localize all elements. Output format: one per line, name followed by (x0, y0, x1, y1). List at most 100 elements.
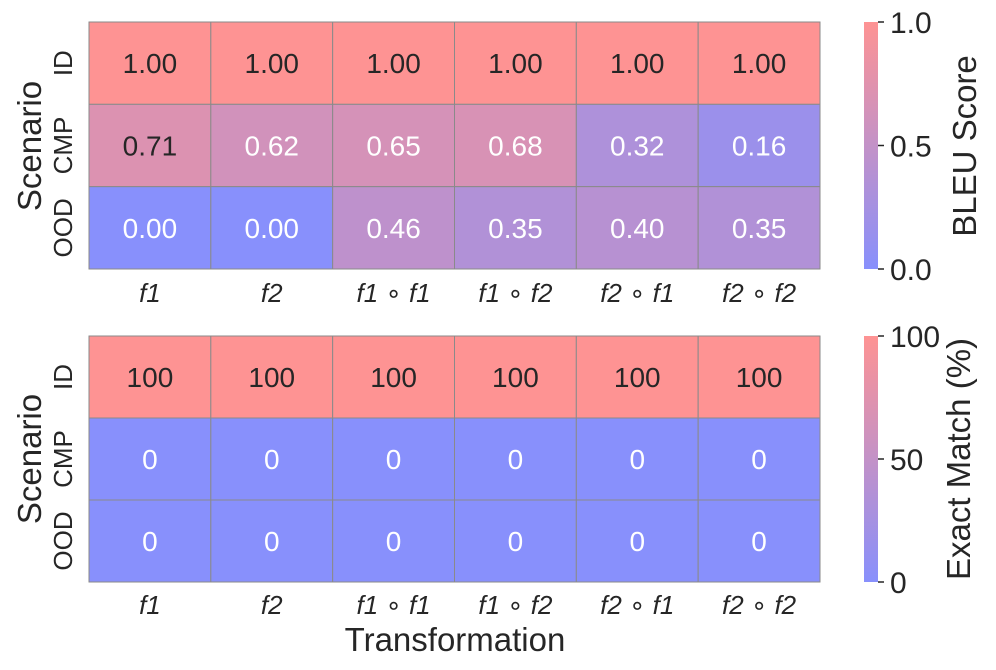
bleu-cell-value-r1-c2: 0.65 (366, 131, 421, 162)
exact-match-cell-r0-c3 (454, 335, 577, 419)
bleu-cell-value-r0-c3: 1.00 (488, 48, 543, 79)
exact-match-cell-value-r0-c2: 100 (370, 362, 417, 393)
bleu-x-tick-2: f1 ∘ f1 (357, 278, 431, 308)
exact-match-cell-r2-c5 (697, 499, 821, 583)
bleu-cell-r2-c3 (454, 186, 577, 270)
exact-match-x-tick-4: f2 ∘ f1 (600, 590, 674, 620)
bleu-x-tick-4: f2 ∘ f1 (600, 278, 674, 308)
bleu-cell-value-r2-c1: 0.00 (245, 213, 300, 244)
bleu-cell-r2-c4 (575, 186, 699, 270)
bleu-cell-r0-c0 (88, 21, 212, 105)
bleu-colorbar-tick-label-1: 0.5 (890, 131, 932, 164)
bleu-colorbar-ticks: 0.0 0.5 1.0 (878, 7, 932, 287)
exact-match-cell-r1-c5 (697, 417, 821, 501)
exact-match-y-tick-labels: ID CMP OOD (48, 364, 78, 571)
exact-match-cell-value-r0-c1: 100 (248, 362, 295, 393)
bleu-x-tick-0: f1 (139, 278, 161, 308)
exact-match-cell-r2-c2 (332, 499, 455, 583)
exact-match-cell-value-r2-c1: 0 (264, 526, 280, 557)
bleu-cell-value-r2-c0: 0.00 (123, 213, 178, 244)
bleu-y-tick-labels: ID CMP OOD (48, 50, 78, 257)
exact-match-cell-r1-c4 (575, 417, 699, 501)
bleu-cell-value-r0-c2: 1.00 (366, 48, 421, 79)
exact-match-colorbar-tick-label-0: 0 (890, 567, 907, 600)
exact-match-cell-r0-c5 (697, 335, 821, 419)
exact-match-colorbar (864, 336, 878, 582)
bleu-cell-value-r1-c0: 0.71 (123, 131, 178, 162)
exact-match-x-tick-2: f1 ∘ f1 (357, 590, 431, 620)
exact-match-colorbar-label: Exact Match (%) (940, 338, 977, 580)
x-axis-title: Transformation (345, 621, 566, 658)
bleu-y-tick-2: OOD (48, 198, 78, 257)
exact-match-cell-r2-c0 (88, 499, 212, 583)
bleu-cell-value-r2-c2: 0.46 (366, 213, 421, 244)
bleu-heatmap-cell-labels: 1.00 1.00 1.00 1.00 1.00 1.00 0.71 0.62 0.65 0.68… (123, 48, 787, 244)
bleu-heatmap-cells (88, 21, 821, 270)
bleu-cell-r2-c5 (697, 186, 821, 270)
bleu-cell-value-r0-c0: 1.00 (123, 48, 178, 79)
bleu-cell-r1-c1 (210, 103, 334, 188)
exact-match-colorbar-ticks: 0 50 100 (878, 321, 940, 600)
bleu-cell-value-r1-c1: 0.62 (245, 131, 300, 162)
exact-match-x-tick-0: f1 (139, 590, 161, 620)
exact-match-heatmap-cells (88, 335, 821, 583)
exact-match-cell-value-r2-c3: 0 (508, 526, 524, 557)
exact-match-cell-value-r0-c0: 100 (127, 362, 174, 393)
exact-match-cell-value-r0-c3: 100 (492, 362, 539, 393)
bleu-colorbar-tick-label-2: 1.0 (890, 7, 932, 40)
exact-match-cell-value-r0-c5: 100 (736, 362, 783, 393)
bleu-cell-value-r0-c5: 1.00 (732, 48, 787, 79)
exact-match-cell-value-r1-c3: 0 (508, 444, 524, 475)
exact-match-y-axis-title: Scenario (11, 394, 48, 524)
bleu-cell-r0-c4 (575, 21, 699, 105)
bleu-x-tick-3: f1 ∘ f2 (478, 278, 553, 308)
exact-match-y-tick-0: ID (48, 364, 78, 390)
bleu-y-tick-1: CMP (48, 117, 78, 175)
bleu-cell-r2-c1 (210, 186, 334, 270)
exact-match-x-tick-1: f2 (261, 590, 283, 620)
bleu-cell-r0-c1 (210, 21, 334, 105)
bleu-x-tick-5: f2 ∘ f2 (722, 278, 797, 308)
exact-match-cell-value-r2-c4: 0 (629, 526, 645, 557)
exact-match-y-tick-2: OOD (48, 511, 78, 570)
exact-match-heatmap-panel: 100 100 100 100 100 100 0 0 0 0 0 0 0 0 0 0 0 0 f1 f2 f1 ∘ … (11, 321, 977, 620)
bleu-cell-value-r1-c5: 0.16 (732, 131, 787, 162)
exact-match-cell-value-r1-c2: 0 (386, 444, 402, 475)
bleu-x-tick-1: f2 (261, 278, 283, 308)
exact-match-cell-r2-c1 (210, 499, 334, 583)
bleu-heatmap-panel: 1.00 1.00 1.00 1.00 1.00 1.00 0.71 0.62 0.65 0.68… (11, 7, 983, 308)
bleu-cell-r0-c2 (332, 21, 455, 105)
bleu-cell-value-r2-c3: 0.35 (488, 213, 543, 244)
exact-match-cell-value-r1-c5: 0 (751, 444, 767, 475)
bleu-cell-r0-c5 (697, 21, 821, 105)
exact-match-cell-r0-c4 (575, 335, 699, 419)
bleu-cell-value-r1-c4: 0.32 (610, 131, 665, 162)
exact-match-cell-r1-c0 (88, 417, 212, 501)
exact-match-cell-r2-c4 (575, 499, 699, 583)
bleu-cell-value-r1-c3: 0.68 (488, 131, 543, 162)
exact-match-x-tick-5: f2 ∘ f2 (722, 590, 797, 620)
bleu-cell-r0-c3 (454, 21, 577, 105)
exact-match-cell-value-r2-c2: 0 (386, 526, 402, 557)
bleu-cell-value-r0-c4: 1.00 (610, 48, 665, 79)
bleu-cell-r1-c3 (454, 103, 577, 188)
exact-match-heatmap-cell-labels: 100 100 100 100 100 100 0 0 0 0 0 0 0 0 0 0 0 0 (127, 362, 783, 557)
exact-match-cell-value-r1-c4: 0 (629, 444, 645, 475)
exact-match-cell-value-r1-c1: 0 (264, 444, 280, 475)
exact-match-cell-r1-c1 (210, 417, 334, 501)
bleu-cell-r2-c2 (332, 186, 455, 270)
exact-match-y-tick-1: CMP (48, 430, 78, 488)
bleu-cell-value-r2-c5: 0.35 (732, 213, 787, 244)
bleu-cell-r1-c5 (697, 103, 821, 188)
bleu-colorbar (864, 22, 878, 269)
exact-match-colorbar-tick-label-1: 50 (890, 444, 923, 477)
exact-match-x-tick-labels: f1 f2 f1 ∘ f1 f1 ∘ f2 f2 ∘ f1 f2 ∘ f2 (139, 590, 797, 620)
bleu-y-tick-0: ID (48, 50, 78, 76)
bleu-colorbar-tick-label-0: 0.0 (890, 254, 932, 287)
bleu-cell-value-r2-c4: 0.40 (610, 213, 665, 244)
bleu-y-axis-title: Scenario (11, 81, 48, 211)
bleu-cell-r2-c0 (88, 186, 212, 270)
exact-match-cell-value-r2-c0: 0 (142, 526, 158, 557)
exact-match-colorbar-tick-label-2: 100 (890, 321, 940, 354)
